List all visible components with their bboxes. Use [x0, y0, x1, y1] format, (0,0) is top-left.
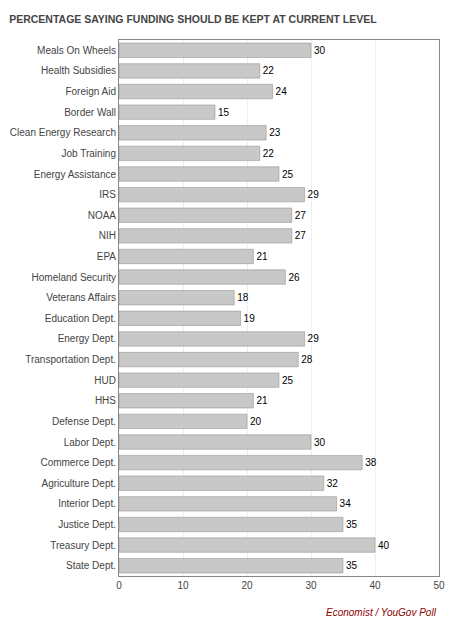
svg-text:Border Wall: Border Wall	[64, 107, 116, 118]
svg-text:34: 34	[340, 498, 352, 509]
svg-text:22: 22	[263, 148, 275, 159]
svg-text:29: 29	[308, 333, 320, 344]
svg-text:NIH: NIH	[99, 230, 116, 241]
svg-text:21: 21	[256, 395, 268, 406]
svg-text:NOAA: NOAA	[88, 210, 117, 221]
svg-text:Clean Energy Research: Clean Energy Research	[10, 127, 116, 138]
svg-text:Energy Dept.: Energy Dept.	[58, 333, 116, 344]
svg-text:32: 32	[327, 478, 339, 489]
svg-text:35: 35	[346, 560, 358, 571]
svg-text:Job Training: Job Training	[62, 148, 116, 159]
svg-text:Homeland Security: Homeland Security	[32, 272, 116, 283]
svg-text:HHS: HHS	[95, 395, 116, 406]
svg-text:Justice Dept.: Justice Dept.	[58, 519, 116, 530]
svg-text:23: 23	[269, 127, 281, 138]
svg-text:Labor Dept.: Labor Dept.	[64, 437, 116, 448]
svg-text:State Dept.: State Dept.	[66, 560, 116, 571]
svg-text:EPA: EPA	[97, 251, 117, 262]
svg-text:10: 10	[177, 580, 189, 591]
svg-text:0: 0	[116, 580, 122, 591]
svg-text:18: 18	[237, 292, 249, 303]
svg-text:Energy Assistance: Energy Assistance	[34, 169, 117, 180]
svg-text:Interior Dept.: Interior Dept.	[58, 498, 116, 509]
svg-text:38: 38	[365, 457, 377, 468]
svg-text:30: 30	[305, 580, 317, 591]
svg-text:Treasury Dept.: Treasury Dept.	[50, 540, 116, 551]
svg-text:Defense Dept.: Defense Dept.	[52, 416, 116, 427]
svg-text:24: 24	[276, 86, 288, 97]
svg-text:27: 27	[295, 210, 307, 221]
svg-text:Agriculture Dept.: Agriculture Dept.	[42, 478, 116, 489]
svg-text:30: 30	[314, 437, 326, 448]
svg-text:Education Dept.: Education Dept.	[45, 313, 116, 324]
svg-text:Foreign Aid: Foreign Aid	[65, 86, 116, 97]
svg-text:29: 29	[308, 189, 320, 200]
svg-text:Commerce Dept.: Commerce Dept.	[40, 457, 116, 468]
svg-text:PERCENTAGE SAYING FUNDING SHOU: PERCENTAGE SAYING FUNDING SHOULD BE KEPT…	[9, 13, 377, 25]
svg-text:Transportation Dept.: Transportation Dept.	[25, 354, 116, 365]
svg-text:IRS: IRS	[99, 189, 116, 200]
svg-text:50: 50	[433, 580, 445, 591]
svg-text:35: 35	[346, 519, 358, 530]
svg-text:Health Subsidies: Health Subsidies	[41, 65, 116, 76]
svg-text:30: 30	[314, 45, 326, 56]
svg-text:25: 25	[282, 375, 294, 386]
svg-text:20: 20	[250, 416, 262, 427]
svg-text:19: 19	[244, 313, 256, 324]
svg-text:25: 25	[282, 169, 294, 180]
svg-text:Economist / YouGov Poll: Economist / YouGov Poll	[326, 607, 437, 618]
svg-text:28: 28	[301, 354, 313, 365]
svg-text:15: 15	[218, 107, 230, 118]
svg-text:HUD: HUD	[94, 375, 116, 386]
svg-text:40: 40	[378, 540, 390, 551]
svg-text:20: 20	[241, 580, 253, 591]
svg-text:22: 22	[263, 65, 275, 76]
svg-text:21: 21	[256, 251, 268, 262]
svg-text:Veterans Affairs: Veterans Affairs	[46, 292, 116, 303]
svg-text:Meals On Wheels: Meals On Wheels	[37, 45, 116, 56]
svg-text:27: 27	[295, 230, 307, 241]
svg-text:40: 40	[369, 580, 381, 591]
svg-text:26: 26	[288, 272, 300, 283]
